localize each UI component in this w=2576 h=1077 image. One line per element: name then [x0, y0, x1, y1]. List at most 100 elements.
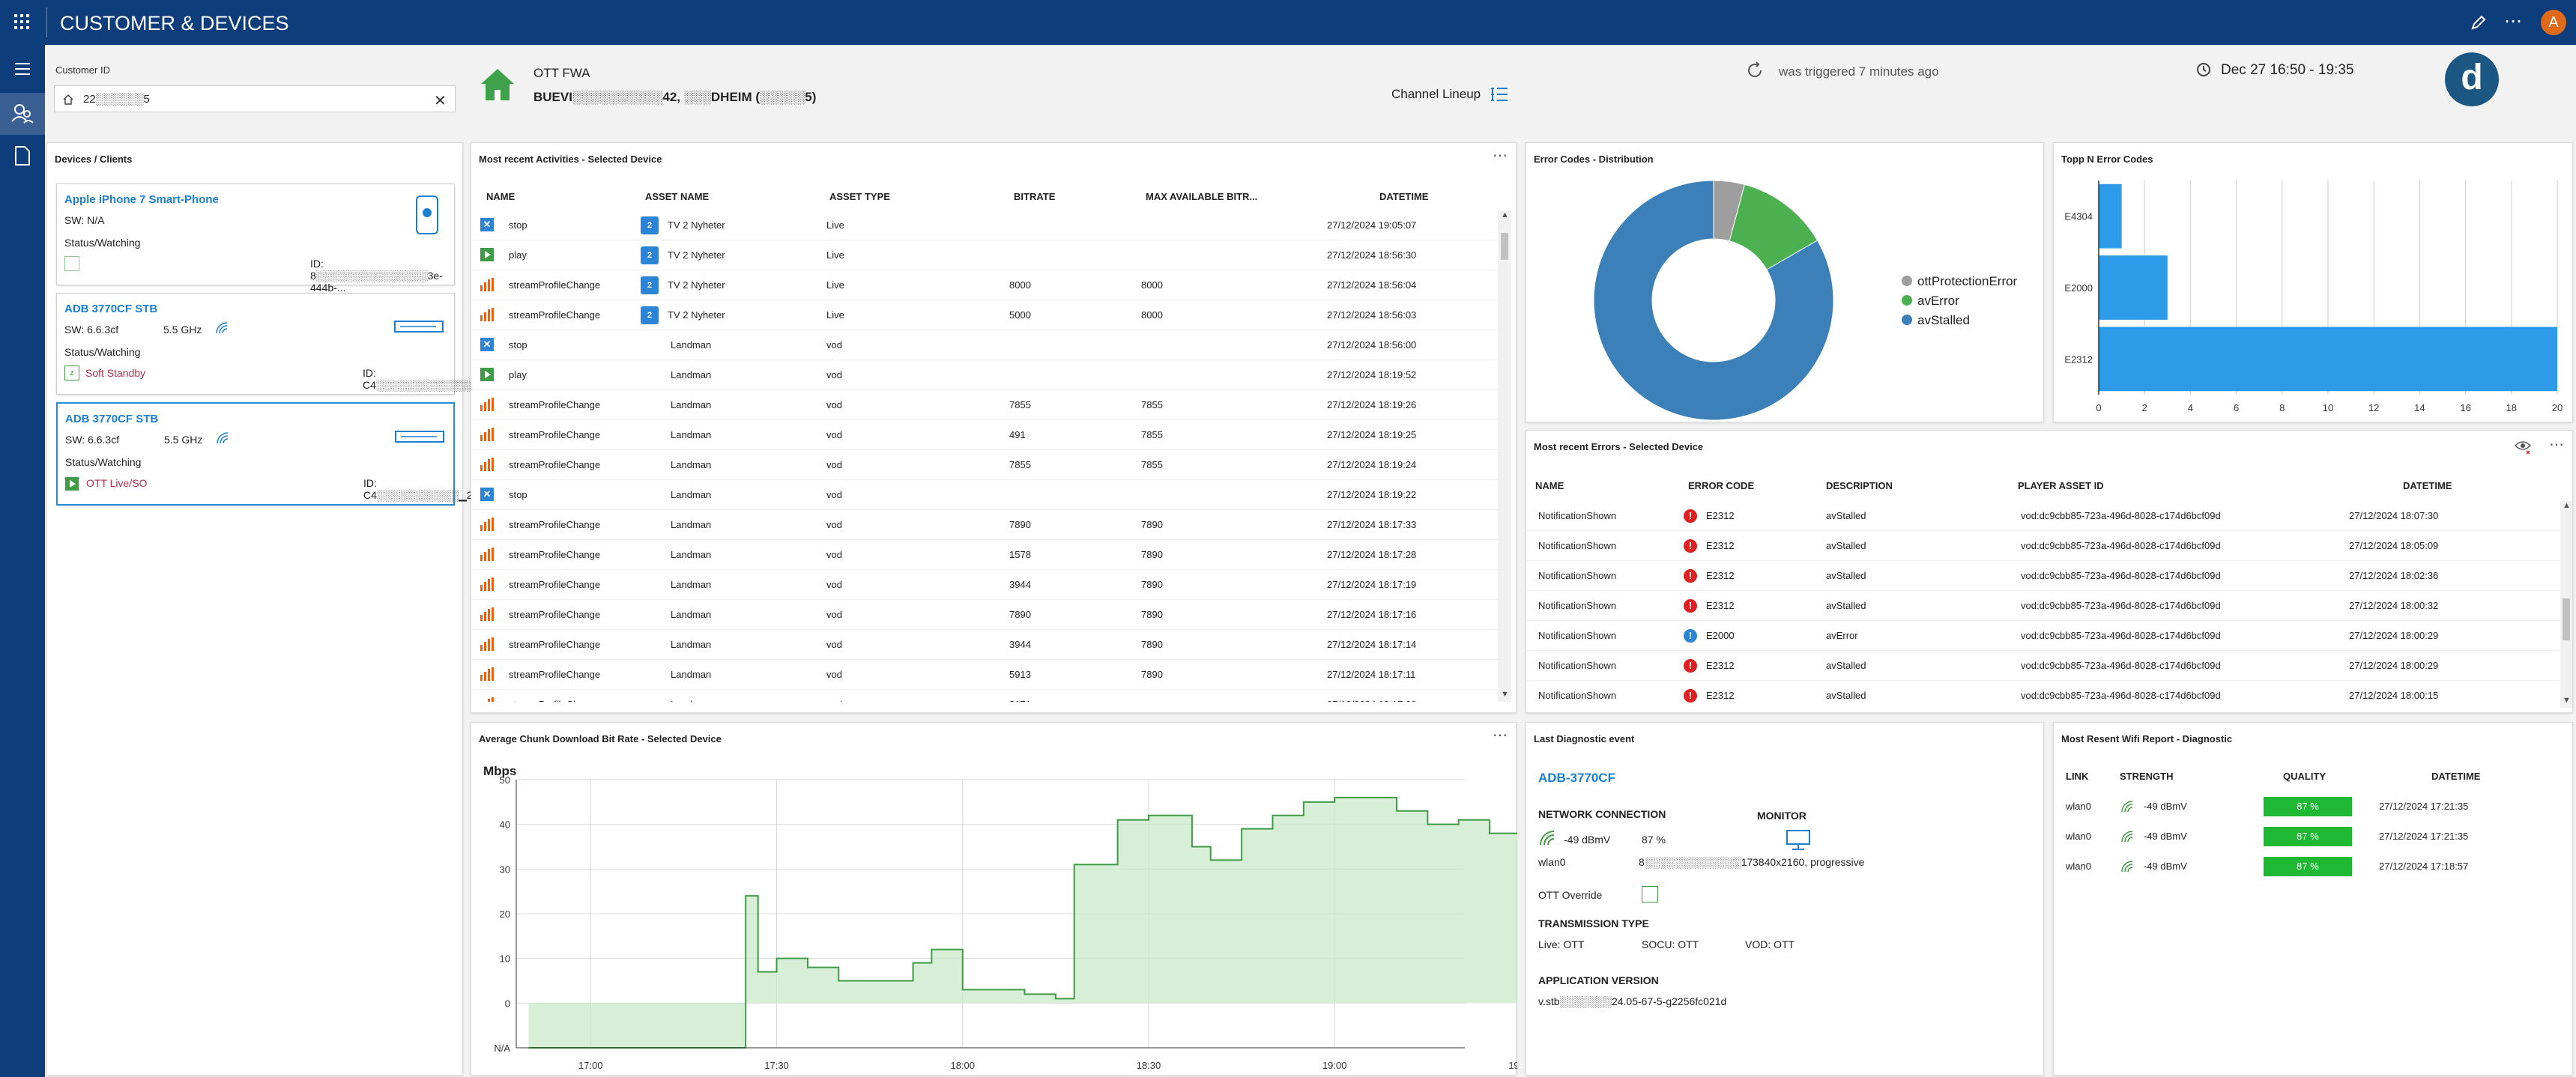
- table-row[interactable]: streamProfileChange Landman vod 7890 7890 27/…: [471, 600, 1504, 630]
- player-asset-id: vod:dc9cbb85-723a-496d-8028-c174d6bcf09d: [2021, 510, 2221, 521]
- time-range[interactable]: Dec 27 16:50 - 19:35: [2221, 62, 2354, 78]
- datetime: 27/12/2024 18:17:16: [1327, 609, 1417, 620]
- more-options-icon[interactable]: ⋯: [1493, 148, 1508, 164]
- customers-nav-icon[interactable]: [0, 93, 45, 135]
- table-row[interactable]: streamProfileChange Landman vod 7855 7855 27/…: [471, 390, 1504, 420]
- errors-scrollbar[interactable]: ▲ ▼: [2560, 501, 2572, 708]
- col-strength[interactable]: STRENGTH: [2120, 771, 2174, 782]
- activity-name: streamProfileChange: [509, 669, 601, 680]
- table-row[interactable]: wlan0 -49 dBmV 87 % 27/12/2024 17:21:35: [2054, 792, 2563, 822]
- col-error-code[interactable]: ERROR CODE: [1688, 480, 1755, 491]
- more-options-icon[interactable]: ⋯: [1493, 727, 1508, 744]
- asset-name: Landman: [671, 699, 711, 702]
- channel-logo-icon: 2: [641, 306, 659, 324]
- scroll-down-icon[interactable]: ▼: [1501, 690, 1509, 699]
- col-player-asset-id[interactable]: PLAYER ASSET ID: [2018, 480, 2104, 491]
- table-row[interactable]: ✕ stop Landman vod 27/12/2024 18:56:00: [471, 330, 1504, 360]
- col-asset-type[interactable]: ASSET TYPE: [829, 191, 890, 202]
- more-options-icon[interactable]: ⋯: [2504, 11, 2522, 31]
- table-row[interactable]: streamProfileChange Landman vod 7890 7890 27/…: [471, 510, 1504, 540]
- col-quality[interactable]: QUALITY: [2283, 771, 2326, 782]
- activities-scrollbar[interactable]: ▲ ▼: [1498, 210, 1511, 702]
- brand-logo: d: [2445, 52, 2499, 106]
- col-datetime[interactable]: DATETIME: [2403, 480, 2452, 491]
- x-tick-label: 16: [2460, 402, 2470, 413]
- legend-label[interactable]: avStalled: [1917, 313, 1970, 327]
- table-row[interactable]: streamProfileChange Landman vod 7855 7855 27/…: [471, 450, 1504, 480]
- bitrate-line[interactable]: [528, 780, 1517, 1049]
- table-row[interactable]: streamProfileChange Landman vod 1578 7890 27/…: [471, 540, 1504, 570]
- col-max-bitrate[interactable]: MAX AVAILABLE BITR...: [1146, 191, 1258, 202]
- col-datetime[interactable]: DATETIME: [2431, 771, 2481, 782]
- col-description[interactable]: DESCRIPTION: [1826, 480, 1893, 491]
- user-avatar[interactable]: A: [2541, 10, 2566, 35]
- table-row[interactable]: play Landman vod 27/12/2024 18:19:52: [471, 360, 1504, 390]
- legend-label[interactable]: ottProtectionError: [1917, 274, 2018, 288]
- table-row[interactable]: streamProfileChange Landman vod 491 7855 27/1…: [471, 420, 1504, 450]
- clear-icon[interactable]: ✕: [434, 93, 447, 109]
- max-bitrate: 8000: [1141, 309, 1163, 321]
- col-name[interactable]: NAME: [1535, 480, 1564, 491]
- table-row[interactable]: ✕ stop 2 TV 2 Nyheter Live 27/12/2024 19:05:0…: [471, 210, 1504, 240]
- table-row[interactable]: NotificationShown! E2312 avStalled vod:dc9c…: [1526, 531, 2560, 561]
- scroll-thumb[interactable]: [1501, 233, 1508, 260]
- table-row[interactable]: wlan0 -49 dBmV 87 % 27/12/2024 17:21:35: [2054, 822, 2563, 852]
- bar-E4304[interactable]: [2099, 183, 2122, 249]
- bar-E2312[interactable]: [2099, 327, 2557, 392]
- customer-id-field[interactable]: 22░░░░░░5 ✕: [54, 85, 456, 112]
- table-row[interactable]: streamProfileChange Landman vod 5913 7890 27/…: [471, 660, 1504, 690]
- bar-E2000[interactable]: [2099, 255, 2168, 320]
- table-row[interactable]: streamProfileChange Landman vod 3171 27/12/2…: [471, 690, 1504, 702]
- asset-type: vod: [826, 549, 842, 560]
- scroll-thumb[interactable]: [2563, 598, 2570, 640]
- table-row[interactable]: wlan0 -49 dBmV 87 % 27/12/2024 17:18:57: [2054, 852, 2563, 882]
- wifi-signal-icon: [2120, 799, 2135, 814]
- document-nav-icon[interactable]: [13, 145, 31, 170]
- device-card-stb-1[interactable]: ADB 3770CF STB SW: 6.6.3cf 5.5 GHz Statu…: [56, 293, 494, 395]
- scroll-down-icon[interactable]: ▼: [2563, 696, 2571, 705]
- col-name[interactable]: NAME: [486, 191, 515, 202]
- device-card-stb-2[interactable]: ADB 3770CF STB SW: 6.6.3cf 5.5 GHz Statu…: [56, 402, 486, 506]
- donut-slice-avStalled[interactable]: [1593, 180, 1834, 421]
- channel-lineup-link[interactable]: Channel Lineup: [1391, 87, 1481, 101]
- asset-type: vod: [826, 639, 842, 650]
- table-row[interactable]: NotificationShown! E2000 avError vod:dc9cbb…: [1526, 621, 2560, 651]
- table-row[interactable]: NotificationShown! E2312 avStalled vod:dc9c…: [1526, 561, 2560, 591]
- channel-lineup-icon[interactable]: [1490, 85, 1509, 107]
- link: wlan0: [2066, 831, 2091, 842]
- table-row[interactable]: ✕ stop Landman vod 27/12/2024 18:19:22: [471, 480, 1504, 510]
- app-launcher-icon[interactable]: [13, 13, 30, 30]
- scroll-up-icon[interactable]: ▲: [1501, 210, 1509, 219]
- datetime: 27/12/2024 18:19:24: [1327, 459, 1417, 470]
- col-link[interactable]: LINK: [2066, 771, 2089, 782]
- datetime: 27/12/2024 18:17:33: [1327, 519, 1417, 530]
- col-asset-name[interactable]: ASSET NAME: [645, 191, 710, 202]
- status-empty-icon: [64, 256, 79, 271]
- device-card-iphone[interactable]: Apple iPhone 7 Smart-Phone SW: N/A Statu…: [56, 183, 455, 294]
- table-row[interactable]: NotificationShown! E2312 avStalled vod:dc9c…: [1526, 501, 2560, 531]
- diagnostic-device[interactable]: ADB-3770CF: [1538, 771, 1615, 785]
- stream-profile-icon: [480, 278, 494, 291]
- table-row[interactable]: streamProfileChange Landman vod 3944 7890 27/…: [471, 570, 1504, 600]
- refresh-icon[interactable]: [1746, 61, 1764, 83]
- col-datetime[interactable]: DATETIME: [1379, 191, 1429, 202]
- legend-label[interactable]: avError: [1917, 294, 1959, 308]
- asset-type: vod: [826, 699, 842, 702]
- col-bitrate[interactable]: BITRATE: [1014, 191, 1056, 202]
- table-row[interactable]: play 2 TV 2 Nyheter Live 27/12/2024 18:56:30: [471, 240, 1504, 270]
- visibility-icon[interactable]: [2514, 438, 2532, 460]
- table-row[interactable]: streamProfileChange 2 TV 2 Nyheter Live 5000…: [471, 300, 1504, 330]
- table-row[interactable]: NotificationShown! E2312 avStalled vod:dc9c…: [1526, 681, 2560, 708]
- table-row[interactable]: NotificationShown! E2312 avStalled vod:dc9c…: [1526, 591, 2560, 621]
- more-options-icon[interactable]: ⋯: [2549, 437, 2565, 453]
- table-row[interactable]: NotificationShown! E2312 avStalled vod:dc9c…: [1526, 651, 2560, 681]
- edit-icon[interactable]: [2470, 13, 2488, 35]
- play-icon: [480, 248, 494, 261]
- transmission-vod: VOD: OTT: [1745, 938, 1795, 950]
- scroll-up-icon[interactable]: ▲: [2563, 501, 2571, 510]
- table-row[interactable]: streamProfileChange 2 TV 2 Nyheter Live 8000…: [471, 270, 1504, 300]
- ott-override-checkbox[interactable]: [1642, 886, 1658, 902]
- error-name: NotificationShown: [1538, 630, 1617, 641]
- hamburger-menu-icon[interactable]: [13, 61, 31, 80]
- table-row[interactable]: streamProfileChange Landman vod 3944 7890 27/…: [471, 630, 1504, 660]
